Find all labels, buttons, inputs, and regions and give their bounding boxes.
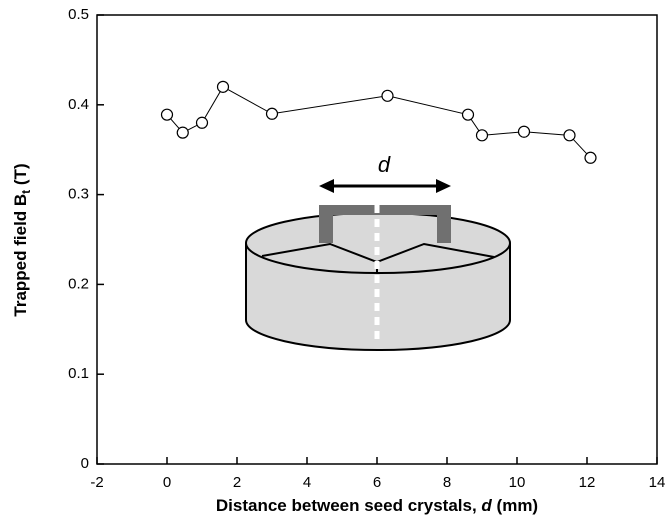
y-axis-label: Trapped field Bt (T) bbox=[11, 163, 33, 316]
inset-diagram: d bbox=[245, 152, 511, 351]
x-label-text: Distance between seed crystals, bbox=[216, 496, 482, 515]
x-label-unit: (mm) bbox=[492, 496, 538, 515]
x-tick-label: 2 bbox=[233, 474, 241, 491]
x-tick-label: -2 bbox=[90, 474, 103, 491]
y-tick-label: 0.4 bbox=[68, 96, 89, 113]
x-tick-label: 6 bbox=[373, 474, 381, 491]
x-label-var: d bbox=[481, 496, 492, 515]
y-tick-label: 0.3 bbox=[68, 186, 89, 203]
series-line bbox=[166, 86, 591, 159]
marker bbox=[584, 151, 597, 164]
marker bbox=[176, 126, 189, 139]
inset-label: d bbox=[378, 152, 391, 177]
marker bbox=[160, 108, 174, 121]
x-tick-label: 14 bbox=[649, 474, 665, 491]
marker bbox=[381, 89, 394, 102]
y-label-text: Trapped field B bbox=[11, 194, 30, 317]
x-axis-label: Distance between seed crystals, d (mm) bbox=[216, 496, 538, 515]
y-tick-label: 0.1 bbox=[68, 365, 89, 382]
seed-bracket bbox=[319, 205, 451, 243]
y-tick-label: 0 bbox=[81, 455, 89, 472]
x-tick-label: 4 bbox=[303, 474, 311, 491]
y-label-sub: t bbox=[19, 190, 33, 194]
x-tick-label: 8 bbox=[443, 474, 451, 491]
arrow-head bbox=[319, 179, 451, 193]
marker bbox=[265, 107, 279, 120]
y-tick-label: 0.5 bbox=[68, 6, 89, 23]
marker bbox=[563, 129, 576, 142]
x-tick-label: 12 bbox=[579, 474, 596, 491]
marker bbox=[475, 129, 489, 142]
marker bbox=[461, 108, 475, 121]
x-tick-label: 10 bbox=[509, 474, 526, 491]
x-tick-label: 0 bbox=[163, 474, 171, 491]
marker bbox=[216, 80, 230, 93]
y-tick-label: 0.2 bbox=[68, 275, 89, 292]
marker bbox=[195, 116, 209, 129]
y-label-unit: (T) bbox=[11, 163, 30, 189]
marker bbox=[517, 125, 531, 138]
